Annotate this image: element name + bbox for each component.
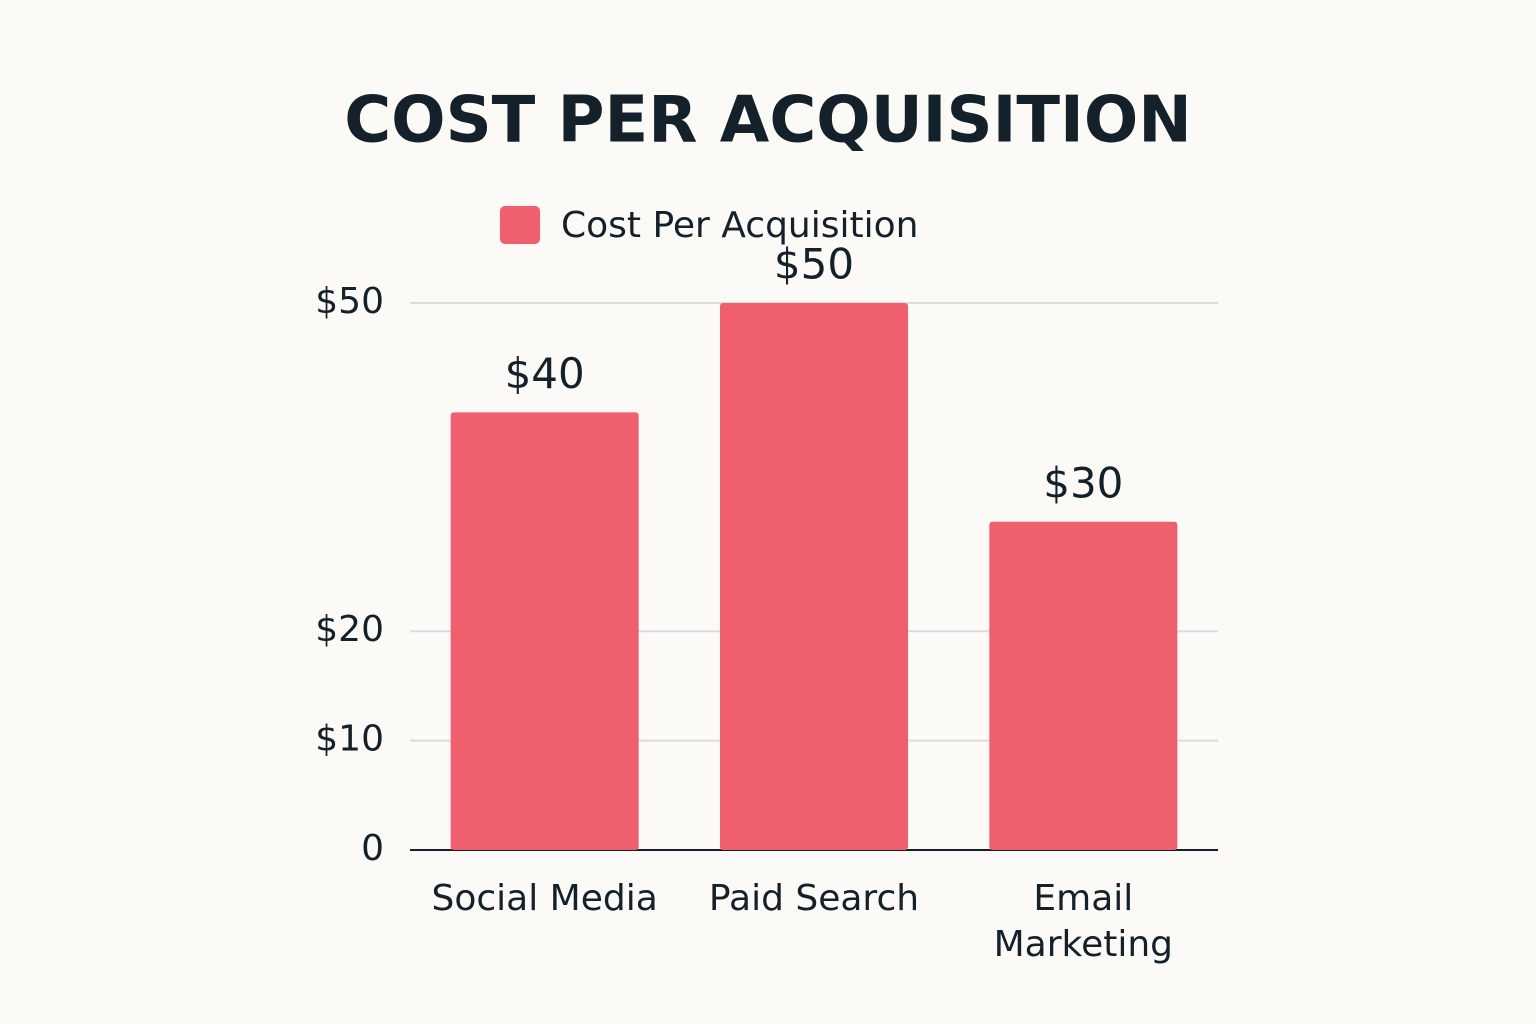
y-tick-label: $50: [315, 281, 384, 322]
bar: [450, 412, 639, 850]
value-label: $30: [1043, 458, 1123, 507]
x-tick-label: Paid Search: [708, 878, 920, 919]
x-tick-label: Email Marketing: [993, 878, 1174, 965]
chart-title: COST PER ACQUISITION: [344, 84, 1192, 158]
y-tick-label: $10: [315, 719, 384, 760]
bar: [989, 521, 1178, 850]
legend-swatch: [500, 206, 540, 244]
bar: [720, 303, 908, 850]
y-tick-label: $20: [315, 609, 384, 650]
legend-label: Cost Per Acquisition: [561, 205, 918, 246]
value-label: $50: [774, 240, 854, 289]
y-tick-label: 0: [361, 828, 384, 869]
value-label: $40: [505, 349, 585, 398]
x-tick-label: Social Media: [431, 878, 658, 919]
